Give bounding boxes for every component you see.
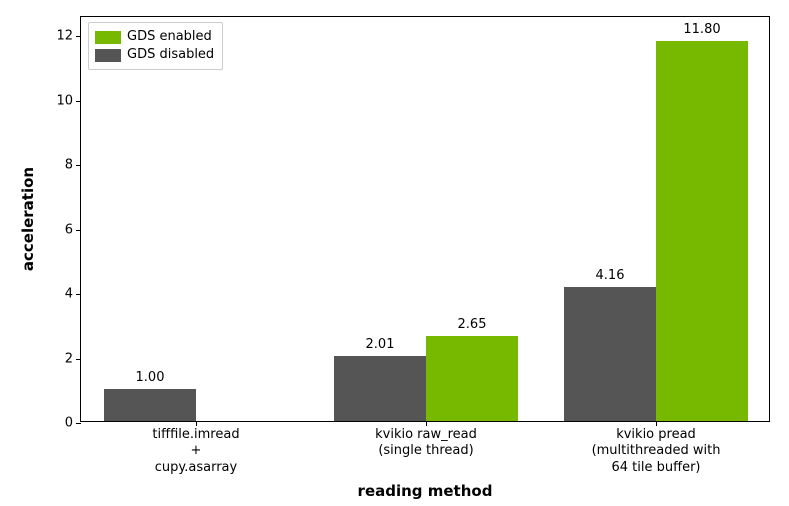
bar [656,41,748,421]
y-tick-label: 8 [65,158,81,173]
y-axis-label: acceleration [19,167,37,271]
bar-value-label: 4.16 [596,268,625,283]
legend-swatch [95,49,121,62]
x-tick-label: kvikio raw_read (single thread) [375,421,477,460]
chart-legend: GDS enabledGDS disabled [88,22,223,70]
bar-value-label: 2.01 [366,337,395,352]
legend-item: GDS disabled [95,46,214,64]
bar [426,336,518,421]
chart-plot-area: 024681012tifffile.imread + cupy.asarrayk… [80,16,770,422]
y-tick-label: 0 [65,416,81,431]
bar-value-label: 11.80 [683,22,720,37]
bar [564,287,656,421]
legend-item: GDS enabled [95,28,214,46]
bar [334,356,426,421]
bar-value-label: 2.65 [458,317,487,332]
x-tick-label: tifffile.imread + cupy.asarray [152,421,239,476]
legend-swatch [95,31,121,44]
y-tick-label: 10 [56,93,81,108]
bar [104,389,196,421]
y-tick-label: 4 [65,287,81,302]
bar-value-label: 1.00 [136,370,165,385]
y-tick-label: 2 [65,351,81,366]
y-tick-label: 6 [65,222,81,237]
legend-label: GDS enabled [127,28,212,46]
x-axis-label: reading method [358,482,493,500]
y-tick-label: 12 [56,29,81,44]
legend-label: GDS disabled [127,46,214,64]
x-tick-label: kvikio pread (multithreaded with 64 tile… [592,421,721,476]
